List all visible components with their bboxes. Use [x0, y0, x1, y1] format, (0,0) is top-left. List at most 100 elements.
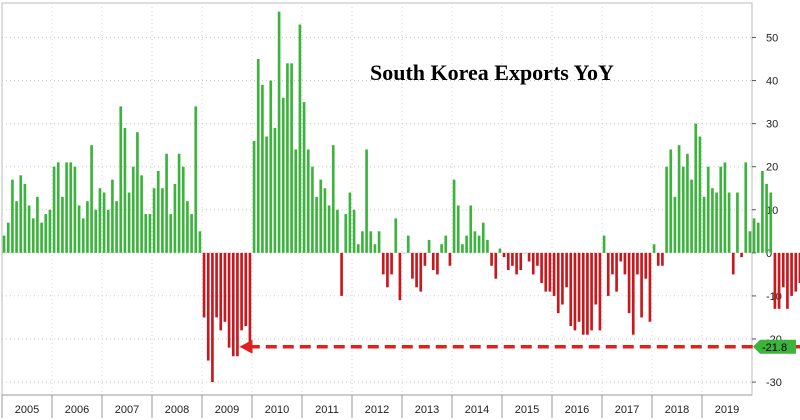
bar [311, 166, 314, 253]
bar [477, 235, 481, 253]
bar [631, 252, 635, 335]
bar [761, 171, 764, 253]
bar [573, 252, 577, 331]
bar [594, 252, 598, 305]
y-tick-label: 10 [766, 205, 778, 217]
bar [102, 192, 106, 253]
bar [94, 209, 98, 253]
bar [23, 183, 27, 253]
bar [136, 132, 139, 253]
bar [81, 218, 85, 253]
bar [740, 252, 743, 258]
bar [598, 252, 602, 331]
bar [206, 252, 210, 361]
bar [161, 188, 164, 253]
bar [527, 252, 531, 262]
bar [265, 136, 268, 253]
bar [252, 140, 256, 253]
bar [727, 192, 731, 253]
bar [427, 239, 431, 253]
bar [261, 84, 264, 253]
bar [148, 214, 152, 253]
bar [465, 235, 468, 253]
bar [706, 166, 710, 253]
bar [486, 239, 489, 253]
bar [481, 222, 485, 253]
bar [19, 175, 23, 253]
bar [48, 209, 52, 253]
bar [565, 252, 568, 288]
bar [365, 149, 368, 253]
bar [777, 252, 781, 309]
bar [452, 179, 456, 253]
bar [215, 252, 218, 318]
last-value-label: -21.8 [762, 342, 787, 354]
bar [369, 231, 373, 253]
bar [627, 252, 631, 314]
x-tick-label-2010: 2010 [265, 404, 289, 416]
bar [319, 179, 323, 253]
bar [473, 231, 477, 253]
bar [277, 11, 281, 253]
bar [340, 252, 343, 296]
bar [219, 252, 223, 331]
bar [11, 179, 14, 253]
bar [715, 192, 718, 253]
bar [190, 214, 193, 253]
bar [461, 244, 464, 253]
bar [231, 252, 235, 357]
bar [402, 252, 406, 254]
x-tick-label-2007: 2007 [115, 404, 139, 416]
bar [177, 153, 181, 253]
bar [106, 209, 110, 253]
bar [548, 252, 552, 292]
bar [769, 192, 773, 253]
bar [719, 166, 723, 253]
bar [540, 252, 543, 283]
bar [619, 252, 623, 262]
bar [323, 188, 327, 253]
bar [131, 166, 135, 253]
bar [273, 127, 277, 253]
x-tick-label-2005: 2005 [15, 404, 39, 416]
bar [448, 252, 452, 266]
bar [511, 252, 514, 266]
bar [115, 201, 118, 253]
bar [681, 166, 685, 253]
y-tick-label: 30 [766, 119, 778, 131]
bar [281, 97, 285, 253]
bar [611, 252, 614, 275]
bar [294, 149, 298, 253]
bar [361, 231, 364, 253]
bar [240, 252, 243, 331]
bar [652, 244, 656, 253]
bar [2, 235, 6, 253]
bar [586, 252, 589, 335]
bar [544, 252, 548, 292]
bar [211, 252, 214, 383]
bar [419, 252, 423, 292]
bar [248, 252, 252, 352]
bar [765, 183, 768, 253]
bar [331, 145, 335, 253]
bar [40, 222, 43, 253]
bar [644, 252, 648, 279]
bar [515, 252, 518, 275]
x-tick-label-2016: 2016 [565, 404, 589, 416]
y-tick-label: -30 [766, 377, 782, 389]
bar [677, 145, 681, 253]
x-tick-label-2015: 2015 [515, 404, 539, 416]
bar [536, 252, 539, 266]
bar [290, 63, 293, 253]
bar [327, 205, 331, 253]
bar [152, 188, 156, 253]
y-tick-label: 20 [766, 162, 778, 174]
x-tick-label-2019: 2019 [715, 404, 739, 416]
bar [356, 244, 360, 253]
bar [298, 24, 302, 253]
bar [569, 252, 573, 327]
bar [636, 252, 639, 275]
bar [181, 166, 185, 253]
bar [744, 162, 748, 253]
bar [661, 252, 664, 266]
